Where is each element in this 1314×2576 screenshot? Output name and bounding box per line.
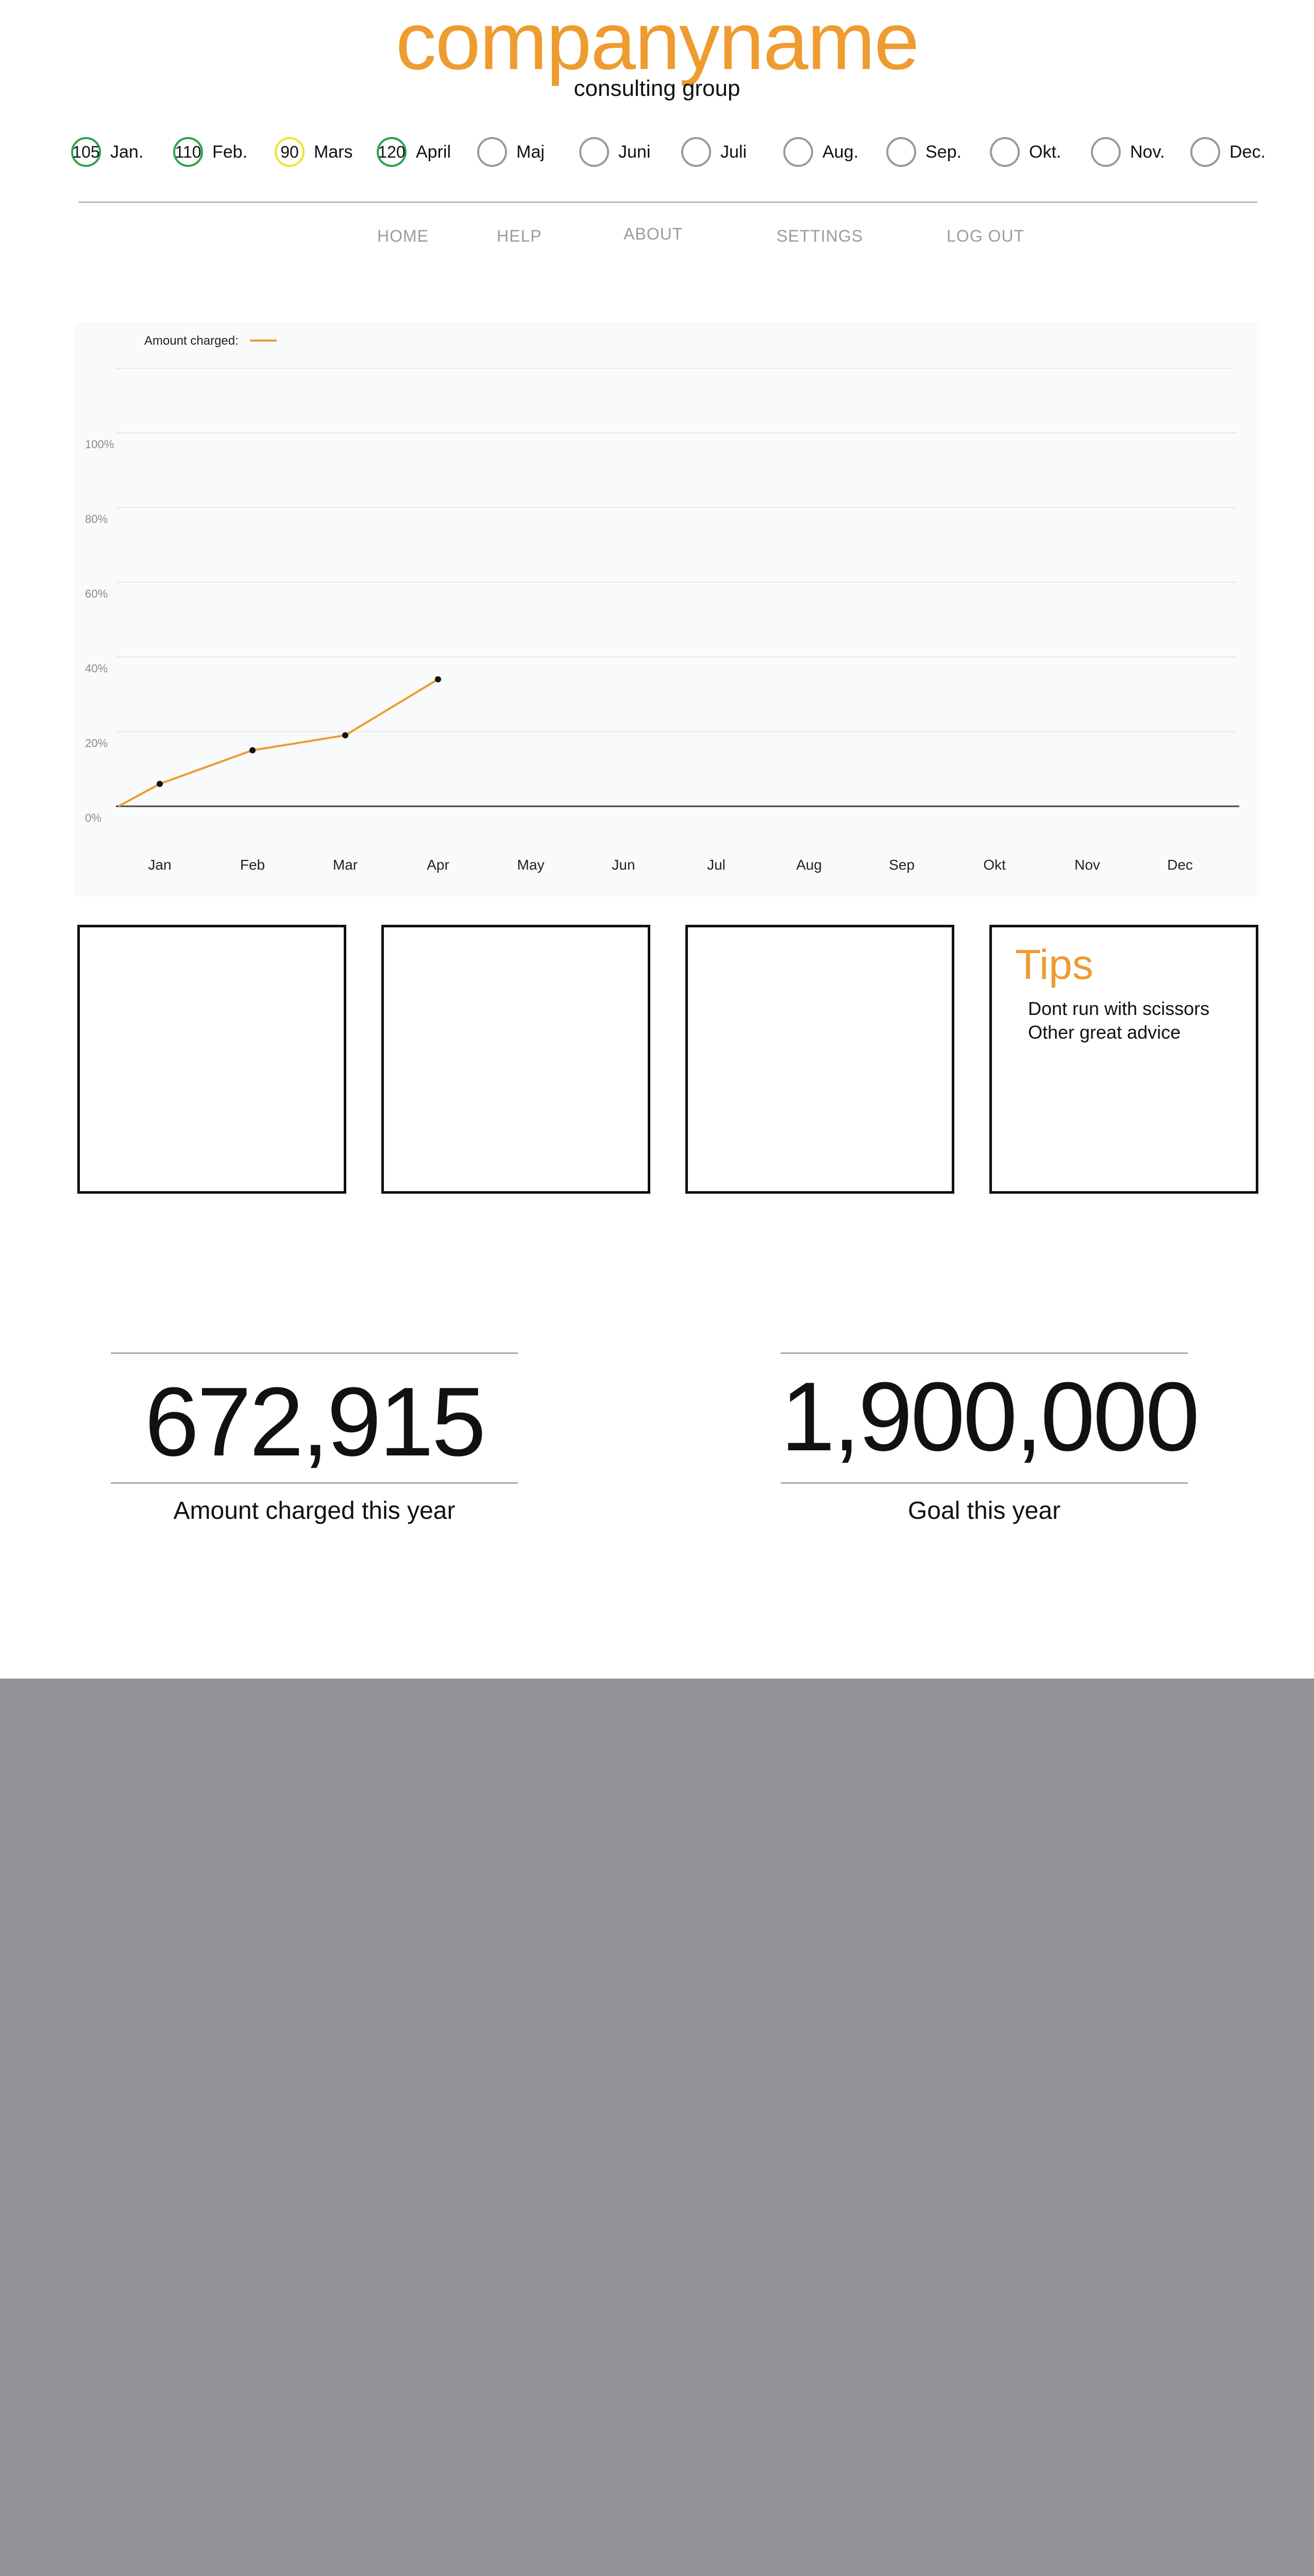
stat-divider-top	[781, 1352, 1188, 1354]
month-status-7[interactable]: Aug.	[783, 131, 858, 173]
nav-home[interactable]: HOME	[377, 227, 429, 245]
month-label: Jan.	[110, 142, 144, 162]
goal-label: Goal this year	[907, 1497, 1061, 1524]
y-tick-label: 0%	[85, 811, 102, 824]
month-value-ring: 90	[275, 137, 305, 167]
month-status-1[interactable]: 110 Feb.	[173, 131, 247, 173]
y-tick-label: 60%	[85, 587, 108, 600]
data-point-apr	[435, 676, 441, 683]
stat-divider-bottom	[781, 1482, 1188, 1484]
month-label: Feb.	[212, 142, 248, 162]
y-tick-label: 20%	[85, 737, 108, 750]
x-tick-label: Nov	[1074, 857, 1100, 873]
month-status-10[interactable]: Nov.	[1091, 131, 1165, 173]
month-status-4[interactable]: Maj	[477, 131, 545, 173]
month-value-ring	[783, 137, 813, 167]
x-tick-label: Apr	[427, 857, 449, 873]
month-value-ring	[579, 137, 609, 167]
data-point-feb	[249, 747, 256, 754]
amount-chart: 0% 20% 40% 60% 80% 100% Jan Feb Mar Apr May Jun Jul A…	[75, 322, 1260, 896]
tip-item: Dont run with scissors	[1028, 998, 1210, 1019]
month-status-5[interactable]: Juni	[579, 131, 650, 173]
empty-card-3	[685, 925, 954, 1194]
stat-divider-top	[111, 1352, 518, 1354]
y-tick-label: 100%	[85, 438, 114, 451]
footer-band	[0, 1679, 1314, 2576]
month-value-ring	[990, 137, 1020, 167]
x-tick-label: Jan	[148, 857, 171, 873]
main-nav: HOME HELP ABOUT SETTINGS LOG OUT	[0, 225, 1314, 252]
month-status-2[interactable]: 90 Mars	[275, 131, 353, 173]
month-value-ring: 105	[71, 137, 101, 167]
month-value-ring: 110	[173, 137, 203, 167]
month-label: Okt.	[1029, 142, 1062, 162]
month-status-3[interactable]: 120 April	[377, 131, 451, 173]
company-subtitle: consulting group	[574, 76, 740, 101]
month-value-ring	[1091, 137, 1121, 167]
nav-about[interactable]: ABOUT	[624, 225, 683, 243]
nav-help[interactable]: HELP	[497, 227, 542, 245]
x-tick-label: Feb	[240, 857, 265, 873]
tips-card: Tips Dont run with scissors Other great …	[989, 925, 1258, 1194]
tips-title: Tips	[1015, 941, 1093, 988]
month-label: Dec.	[1229, 142, 1266, 162]
month-status-0[interactable]: 105 Jan.	[71, 131, 143, 173]
month-label: Nov.	[1130, 142, 1165, 162]
month-label: Mars	[314, 142, 353, 162]
data-point-jan	[157, 781, 163, 787]
nav-logout[interactable]: LOG OUT	[947, 227, 1025, 245]
tip-item: Other great advice	[1028, 1022, 1181, 1043]
month-status-8[interactable]: Sep.	[886, 131, 962, 173]
month-status-6[interactable]: Juli	[681, 131, 747, 173]
company-name: companyname	[395, 0, 919, 87]
x-tick-label: Okt	[983, 857, 1006, 873]
month-status-11[interactable]: Dec.	[1190, 131, 1266, 173]
empty-card-1	[77, 925, 346, 1194]
amount-charged-value: 672,915	[144, 1367, 486, 1477]
x-tick-label: Mar	[333, 857, 358, 873]
amount-chart-svg: 0% 20% 40% 60% 80% 100% Jan Feb Mar Apr May Jun Jul A…	[85, 334, 1239, 873]
series-line-amount-charged	[118, 678, 439, 807]
goal-value: 1,900,000	[781, 1362, 1200, 1471]
month-value-ring	[1190, 137, 1220, 167]
amount-charged-label: Amount charged this year	[173, 1497, 456, 1524]
month-value-ring	[477, 137, 507, 167]
month-status-9[interactable]: Okt.	[990, 131, 1061, 173]
x-tick-label: Jun	[612, 857, 635, 873]
x-tick-label: Sep	[889, 857, 915, 873]
x-tick-label: Jul	[707, 857, 726, 873]
month-label: April	[416, 142, 451, 162]
month-label: Juli	[720, 142, 747, 162]
header-divider	[78, 201, 1257, 203]
month-value-ring: 120	[377, 137, 407, 167]
y-tick-label: 40%	[85, 662, 108, 675]
month-label: Sep.	[925, 142, 962, 162]
month-value-ring	[886, 137, 916, 167]
month-value-ring	[681, 137, 711, 167]
tips-list: Dont run with scissors Other great advic…	[1028, 997, 1209, 1044]
legend-label: Amount charged:	[144, 334, 239, 348]
stat-divider-bottom	[111, 1482, 518, 1484]
month-label: Aug.	[822, 142, 858, 162]
x-tick-label: May	[517, 857, 545, 873]
empty-card-2	[381, 925, 650, 1194]
nav-settings[interactable]: SETTINGS	[777, 227, 864, 245]
month-status-row: 105 Jan. 110 Feb. 90 Mars 120 April Maj Juni Juli A…	[0, 131, 1314, 173]
x-tick-label: Dec	[1167, 857, 1193, 873]
data-point-mar	[342, 732, 348, 739]
x-tick-label: Aug	[796, 857, 822, 873]
month-label: Juni	[618, 142, 651, 162]
month-label: Maj	[516, 142, 545, 162]
y-tick-label: 80%	[85, 513, 108, 526]
